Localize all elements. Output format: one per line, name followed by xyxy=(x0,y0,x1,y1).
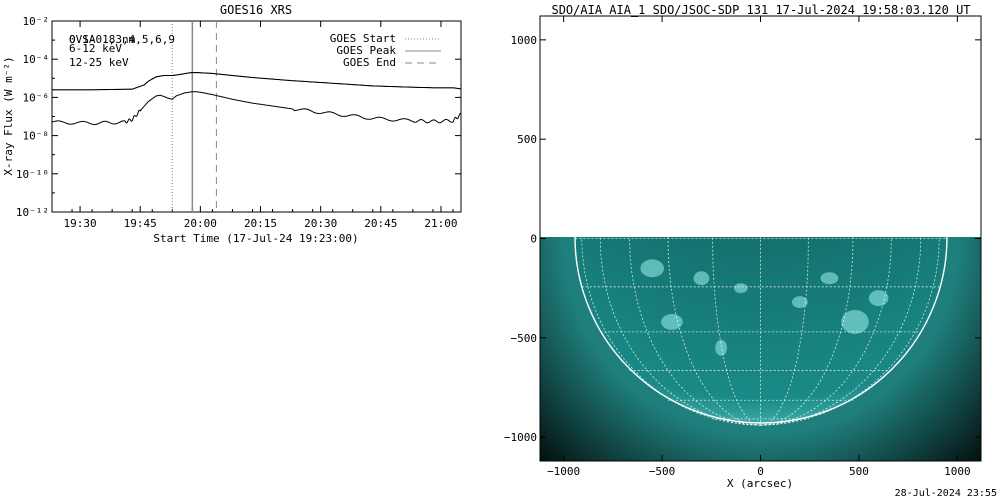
active-region-blob xyxy=(820,272,839,285)
aia-y-tick-label: 500 xyxy=(517,133,537,146)
aia-y-ticks: −1000 −500 0 500 1000 xyxy=(504,34,981,444)
goes-legend: GOES Start GOES Peak GOES End xyxy=(330,32,441,69)
goes-x-tick-label: 20:15 xyxy=(244,217,277,230)
aia-x-tick-label: 1000 xyxy=(944,465,971,478)
legend-goes-end: GOES End xyxy=(343,56,396,69)
goes-event-lines xyxy=(171,21,217,212)
longitude-line xyxy=(760,237,854,426)
goes-x-tick-label: 20:45 xyxy=(364,217,397,230)
active-region-blob xyxy=(868,290,889,307)
active-region-blob xyxy=(640,259,665,278)
active-region-blob xyxy=(792,296,808,309)
goes-x-axis-label: Start Time (17-Jul-24 19:23:00) xyxy=(153,232,358,245)
longitude-line xyxy=(599,237,761,426)
goes-x-tick-label: 19:30 xyxy=(64,217,97,230)
active-region-blob xyxy=(715,339,728,356)
active-region-blob xyxy=(733,283,748,294)
legend-goes-peak: GOES Peak xyxy=(336,44,396,57)
aia-x-tick-label: −1000 xyxy=(547,465,580,478)
overlap-label: OVSA 1,3,4,5,6,9 xyxy=(69,33,175,46)
goes-x-ticks: 19:30 19:45 20:00 20:15 20:30 20:45 21:00 xyxy=(51,21,458,230)
aia-x-ticks: −1000 −500 0 500 1000 xyxy=(547,16,971,478)
aia-x-tick-label: −500 xyxy=(649,465,676,478)
goes-series-line-short xyxy=(52,91,461,126)
energy-label-12-25: 12-25 keV xyxy=(69,56,129,69)
active-region-blob xyxy=(841,310,869,334)
aia-x-tick-label: 0 xyxy=(757,465,764,478)
goes-x-tick-label: 20:30 xyxy=(304,217,337,230)
longitude-line xyxy=(760,237,809,426)
energy-label-long: 0.1-0.8 nm xyxy=(69,33,136,46)
goes-y-ticks: 10⁻¹² 10⁻¹⁰ 10⁻⁸ 10⁻⁶ 10⁻⁴ 10⁻² xyxy=(16,15,461,219)
active-region-blob xyxy=(661,313,683,330)
footer-timestamp: 28-Jul-2024 23:55 xyxy=(895,488,997,499)
aia-y-tick-label: −1000 xyxy=(504,431,537,444)
goes-y-tick-label: 10⁻⁸ xyxy=(23,130,50,143)
longitude-line xyxy=(667,237,761,426)
goes-y-tick-label: 10⁻⁶ xyxy=(23,91,50,104)
goes-title: GOES16 XRS xyxy=(220,3,292,17)
goes-y-tick-label: 10⁻¹⁰ xyxy=(16,168,49,181)
aia-image xyxy=(540,237,981,461)
active-region-blob xyxy=(693,271,710,286)
goes-y-tick-label: 10⁻¹² xyxy=(16,206,49,219)
aia-title: SDO/AIA AIA_1 SDO/JSOC-SDP 131 17-Jul-20… xyxy=(551,3,970,17)
energy-label-6-12: 6-12 keV xyxy=(69,42,122,55)
goes-x-tick-label: 20:00 xyxy=(184,217,217,230)
goes-series xyxy=(52,72,461,126)
goes-x-tick-label: 21:00 xyxy=(424,217,457,230)
aia-y-tick-label: −500 xyxy=(511,332,538,345)
solar-disk xyxy=(575,237,947,423)
goes-y-tick-label: 10⁻² xyxy=(23,15,50,28)
longitude-line xyxy=(712,237,761,426)
goes-x-tick-label: 19:45 xyxy=(124,217,157,230)
aia-x-axis-label: X (arcsec) xyxy=(727,477,793,490)
longitude-line xyxy=(760,237,922,426)
goes-y-tick-label: 10⁻⁴ xyxy=(23,53,50,66)
aia-y-tick-label: 1000 xyxy=(511,34,538,47)
goes-series-line-long xyxy=(52,72,461,91)
aia-y-tick-label: 0 xyxy=(530,233,537,246)
aia-x-tick-label: 500 xyxy=(849,465,869,478)
active-regions xyxy=(640,259,889,356)
legend-goes-start: GOES Start xyxy=(330,32,396,45)
solar-limb xyxy=(574,237,948,424)
goes-y-axis-label: X-ray Flux (W m⁻²) xyxy=(2,56,15,175)
